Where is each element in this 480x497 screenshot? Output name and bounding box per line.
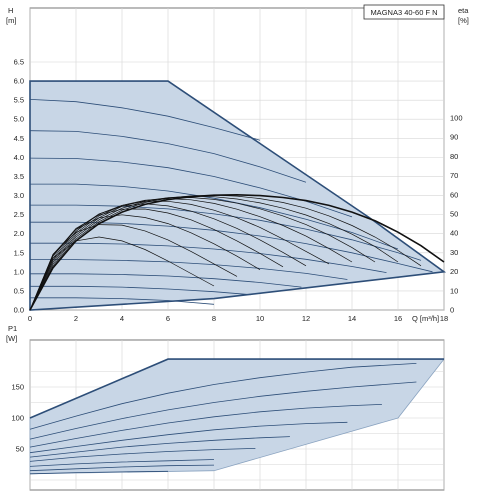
power-curve: [29, 358, 444, 419]
power-curve: [29, 464, 215, 472]
y-tick-label: 1.0: [14, 267, 24, 276]
y-tick-label: 3.0: [14, 191, 24, 200]
power-curve: [29, 436, 290, 458]
head-curve: [29, 99, 261, 141]
eta-tick-label: 50: [450, 210, 458, 219]
eta-tick-label: 70: [450, 171, 458, 180]
power-curve: [29, 404, 382, 448]
y-tick-label: 5.5: [14, 96, 24, 105]
eta-tick-label: 10: [450, 286, 458, 295]
x-axis-title-q: Q [m³/h]: [412, 314, 439, 323]
power-tick-labels: 50 100 150: [11, 383, 24, 454]
x-tick-label: 10: [256, 314, 264, 323]
y2-axis-unit-percent: [%]: [458, 16, 469, 25]
efficiency-curve: [29, 198, 353, 311]
head-curve: [30, 273, 302, 288]
x-tick-label: 4: [120, 314, 124, 323]
y-tick-label: 6.0: [14, 77, 24, 86]
efficiency-curve: [29, 193, 445, 311]
head-curve: [29, 130, 307, 183]
eta-tick-label: 60: [450, 190, 458, 199]
efficiency-curve: [29, 224, 238, 311]
eta-tick-label: 40: [450, 229, 458, 238]
eta-tick-label: 30: [450, 248, 458, 257]
y-tick-label: 6.5: [14, 58, 24, 67]
y-tick-label: 0.0: [14, 306, 24, 315]
y2-axis-title-eta: eta: [458, 6, 469, 15]
efficiency-curve: [29, 214, 261, 311]
head-tick-labels: 0 2 4 6 8 10 12 14 16 18 0.0 0.5 1.0 1.5 2.0 2.5 3.0 3.5 4…: [14, 58, 463, 324]
eta-tick-label: 0: [450, 306, 454, 315]
eta-tick-label: 100: [450, 114, 463, 123]
eta-tick-label: 90: [450, 133, 458, 142]
y-tick-label: 0.5: [14, 286, 24, 295]
head-curve: [30, 242, 387, 273]
head-curve: [30, 297, 215, 305]
y-tick-label: 3.5: [14, 172, 24, 181]
y-axis-unit-w: [W]: [6, 334, 17, 343]
power-curve: [29, 421, 348, 454]
eta-tick-label: 80: [450, 152, 458, 161]
y-axis-title-p1: P1: [8, 324, 17, 333]
y-axis-title-h: H: [8, 6, 13, 15]
y-tick-label: 1.5: [14, 248, 24, 257]
y-tick-label: 4.0: [14, 153, 24, 162]
eta-tick-label: 20: [450, 267, 458, 276]
y-tick-label: 2.0: [14, 229, 24, 238]
power-curve: [29, 363, 417, 430]
head-curve: [30, 259, 348, 280]
power-curve: [29, 459, 215, 467]
y-tick-label: 2.5: [14, 210, 24, 219]
x-tick-label: 16: [394, 314, 402, 323]
efficiency-curve: [29, 236, 215, 311]
head-efficiency-chart: MAGNA3 40-60 F N H [m] eta [%] Q [m³/h] …: [6, 4, 469, 324]
x-tick-label: 8: [212, 314, 216, 323]
model-label-box: [363, 4, 445, 20]
power-curve: [29, 470, 169, 475]
head-curve: [30, 183, 399, 250]
y-tick-label: 5.0: [14, 115, 24, 124]
y-tick-label: 4.5: [14, 134, 24, 143]
power-y-tick-label: 100: [11, 414, 24, 423]
power-chart: P1 [W] 50 100 150: [6, 324, 445, 491]
head-curve: [30, 285, 251, 296]
x-tick-label: 12: [302, 314, 310, 323]
efficiency-curve: [29, 195, 399, 311]
efficiency-curve: [29, 208, 284, 311]
x-tick-label: 0: [28, 314, 32, 323]
power-y-tick-label: 50: [16, 445, 24, 454]
power-curves: [29, 358, 444, 475]
power-curve: [29, 448, 256, 462]
power-y-tick-label: 150: [11, 383, 24, 392]
x-tick-label: 18: [440, 314, 448, 323]
efficiency-curve: [29, 200, 330, 311]
efficiency-curve: [29, 197, 376, 311]
x-tick-label: 14: [348, 314, 356, 323]
efficiency-curve: [29, 194, 422, 311]
efficiency-curves: [29, 193, 445, 311]
y-axis-unit-m: [m]: [6, 16, 16, 25]
x-tick-label: 6: [166, 314, 170, 323]
power-curve: [29, 381, 417, 440]
model-label: MAGNA3 40-60 F N: [370, 8, 437, 17]
x-tick-label: 2: [74, 314, 78, 323]
